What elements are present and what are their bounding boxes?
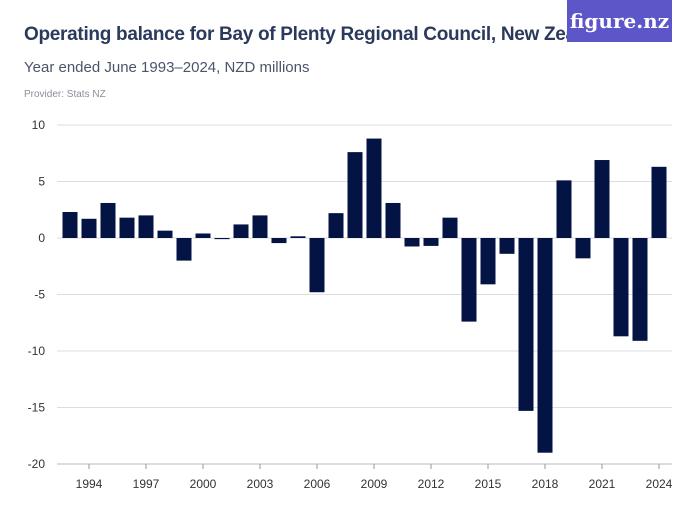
bar-2002 (233, 224, 249, 238)
bar-1993 (62, 212, 78, 238)
figure-nz-logo[interactable]: figure.nz (567, 0, 672, 42)
x-tick-label: 2012 (418, 477, 445, 491)
y-tick-label: -5 (34, 288, 45, 302)
bar-2023 (632, 238, 648, 341)
bar-2007 (328, 213, 344, 238)
bar-2012 (423, 238, 439, 246)
x-tick-label: 2018 (532, 477, 559, 491)
bar-2004 (271, 238, 287, 244)
x-tick-label: 2024 (646, 477, 673, 491)
bar-2008 (347, 152, 363, 238)
bar-1998 (157, 230, 173, 238)
chart-subtitle: Year ended June 1993–2024, NZD millions (24, 59, 310, 76)
x-tick-label: 1997 (133, 477, 160, 491)
bar-2013 (442, 217, 458, 238)
x-tick-label: 2015 (475, 477, 502, 491)
y-tick-label: 5 (38, 175, 45, 189)
bar-2022 (613, 238, 629, 337)
bar-1999 (176, 238, 192, 261)
x-tick-label: 2006 (304, 477, 331, 491)
bar-2000 (195, 233, 211, 238)
x-tick-label: 1994 (76, 477, 103, 491)
provider-label: Provider: Stats NZ (24, 89, 106, 100)
x-tick-label: 2000 (190, 477, 217, 491)
bar-2006 (309, 238, 325, 293)
y-tick-label: -15 (28, 401, 46, 415)
x-tick-label: 2003 (247, 477, 274, 491)
bar-1995 (100, 202, 116, 238)
bar-2015 (480, 238, 496, 285)
x-tick-label: 2009 (361, 477, 388, 491)
bar-2011 (404, 238, 420, 247)
bar-2009 (366, 138, 382, 238)
chart-title: Operating balance for Bay of Plenty Regi… (24, 24, 614, 45)
bar-1997 (138, 215, 154, 238)
y-tick-label: 10 (32, 118, 46, 132)
bar-2017 (518, 238, 534, 411)
y-tick-label: -10 (28, 344, 46, 358)
bar-2003 (252, 215, 268, 238)
bar-2001 (214, 238, 230, 240)
bar-2021 (594, 160, 610, 238)
bar-2010 (385, 202, 401, 238)
bar-2016 (499, 238, 515, 254)
bar-1994 (81, 218, 97, 238)
bar-2005 (290, 236, 306, 238)
bar-2014 (461, 238, 477, 322)
bar-2024 (651, 166, 667, 238)
bar-2020 (575, 238, 591, 259)
bar-2019 (556, 180, 572, 238)
y-tick-label: -20 (28, 457, 46, 471)
bar-1996 (119, 217, 135, 238)
y-tick-label: 0 (38, 231, 45, 245)
x-tick-label: 2021 (589, 477, 616, 491)
bar-2018 (537, 238, 553, 453)
